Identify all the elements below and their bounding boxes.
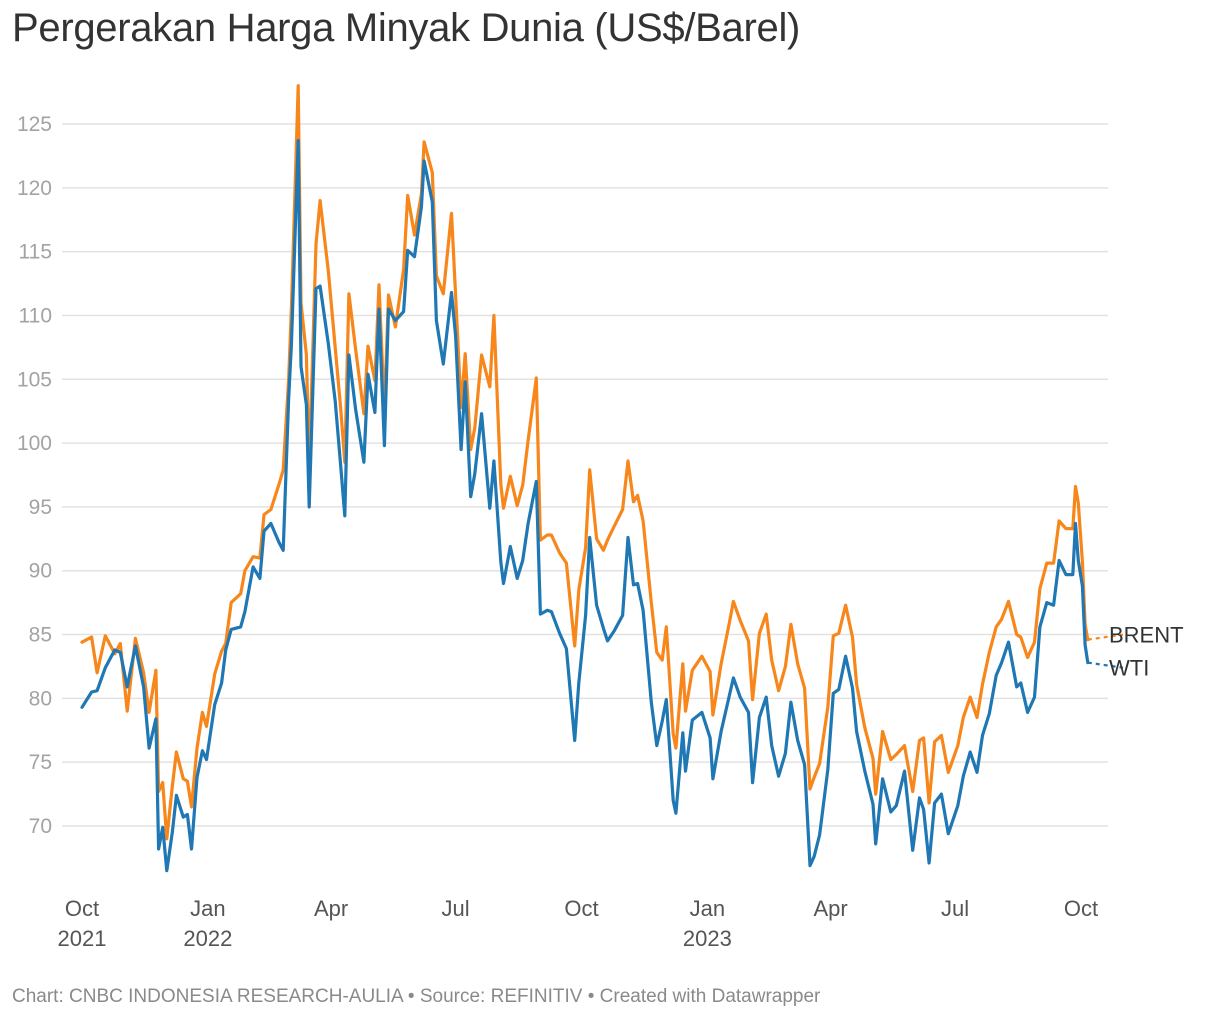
y-axis: 70 75 80 85 90 95 100 105 110 115 120 125	[17, 113, 52, 838]
y-tick-label: 90	[29, 560, 52, 583]
grid-lines	[62, 123, 1108, 827]
chart-footer: Chart: CNBC INDONESIA RESEARCH-AULIA • S…	[12, 986, 821, 1007]
y-tick-label: 85	[29, 624, 52, 647]
series-end-labels: BRENT WTI	[1087, 623, 1184, 681]
x-tick-label: Apr	[813, 896, 847, 921]
series-projection-brent	[1087, 633, 1124, 641]
y-tick-label: 115	[19, 241, 52, 264]
y-tick-label: 125	[17, 113, 52, 136]
y-tick-label: 75	[29, 751, 52, 774]
page-title: Pergerakan Harga Minyak Dunia (US$/Barel…	[12, 6, 801, 50]
y-tick-label: 105	[17, 368, 52, 391]
x-axis: Oct 2021 Jan 2022 Apr Jul Oct Jan 2023 Apr Jul Oct	[58, 896, 1099, 951]
y-tick-label: 80	[29, 687, 52, 710]
series-projection-wti	[1087, 661, 1124, 669]
x-tick-label: Oct	[564, 896, 598, 921]
y-tick-label: 100	[17, 432, 52, 455]
x-tick-year-label: 2021	[58, 926, 107, 951]
series-label-wti: WTI	[1109, 656, 1149, 681]
series-line-brent	[80, 84, 1090, 841]
y-tick-label: 95	[29, 496, 52, 519]
y-tick-label: 120	[17, 177, 52, 200]
series-label-brent: BRENT	[1109, 623, 1184, 648]
series-lines	[80, 84, 1090, 873]
x-tick-label: Jan	[690, 896, 725, 921]
x-tick-year-label: 2022	[183, 926, 232, 951]
x-tick-label: Oct	[65, 896, 99, 921]
x-tick-label: Apr	[314, 896, 348, 921]
series-line-wti	[80, 139, 1090, 873]
y-tick-label: 110	[19, 304, 52, 327]
x-tick-label: Jul	[442, 896, 470, 921]
y-tick-label: 70	[29, 815, 52, 838]
x-tick-label: Oct	[1064, 896, 1098, 921]
x-tick-label: Jan	[190, 896, 225, 921]
x-tick-year-label: 2023	[683, 926, 732, 951]
x-tick-label: Jul	[941, 896, 969, 921]
